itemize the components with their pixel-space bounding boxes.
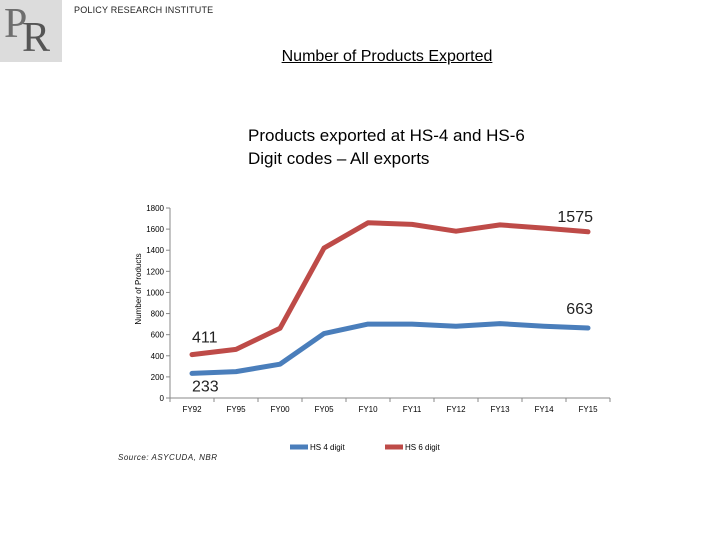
- data-label: 1575: [557, 209, 593, 226]
- x-tick-label: FY10: [358, 405, 378, 414]
- legend-label: HS 6 digit: [405, 443, 440, 452]
- x-tick-label: FY11: [403, 405, 422, 414]
- y-tick-label: 1200: [146, 267, 164, 276]
- x-tick-label: FY95: [226, 405, 246, 414]
- y-tick-label: 1400: [146, 246, 164, 255]
- x-tick-label: FY15: [578, 405, 598, 414]
- y-tick-label: 1600: [146, 225, 164, 234]
- x-tick-label: FY13: [490, 405, 510, 414]
- logo: P R: [0, 0, 62, 62]
- logo-letter-r: R: [22, 15, 51, 61]
- y-tick-label: 1000: [146, 288, 164, 297]
- x-tick-label: FY14: [534, 405, 554, 414]
- y-tick-label: 1800: [146, 204, 164, 213]
- x-tick-label: FY05: [314, 405, 334, 414]
- series-line-hs6: [189, 220, 591, 358]
- organization-name: POLICY RESEARCH INSTITUTE: [74, 5, 214, 15]
- data-label: 663: [566, 301, 593, 318]
- chart-title: Products exported at HS-4 and HS-6 Digit…: [248, 126, 525, 168]
- x-tick-labels: FY92 FY95 FY00 FY05 FY10 FY11 FY12 FY13 FY14 FY15: [182, 405, 598, 414]
- y-tick-label: 800: [151, 310, 165, 319]
- slide-title: Number of Products Exported: [281, 48, 493, 65]
- y-tick-label: 0: [160, 394, 165, 403]
- source-note: Source: ASYCUDA, NBR: [118, 453, 218, 462]
- chart-axes: [166, 207, 611, 402]
- series-line-hs4: [189, 321, 591, 376]
- data-label: 411: [192, 330, 218, 347]
- legend: HS 4 digit HS 6 digit: [290, 443, 440, 452]
- y-tick-label: 200: [151, 373, 165, 382]
- x-tick-label: FY12: [446, 405, 466, 414]
- data-label: 233: [192, 378, 219, 395]
- logo-letter-p: P: [4, 1, 28, 47]
- y-tick-label: 600: [151, 331, 165, 340]
- y-axis-label: Number of Products: [134, 253, 143, 324]
- series-lines: [189, 220, 591, 376]
- x-tick-label: FY00: [270, 405, 290, 414]
- legend-label: HS 4 digit: [310, 443, 345, 452]
- x-tick-label: FY92: [182, 405, 202, 414]
- data-labels: 233 411 663 1575: [192, 209, 593, 396]
- y-tick-labels: 0 200 400 600 800 1000 1200 1400 1600 1800: [146, 204, 164, 403]
- y-tick-label: 400: [151, 352, 165, 361]
